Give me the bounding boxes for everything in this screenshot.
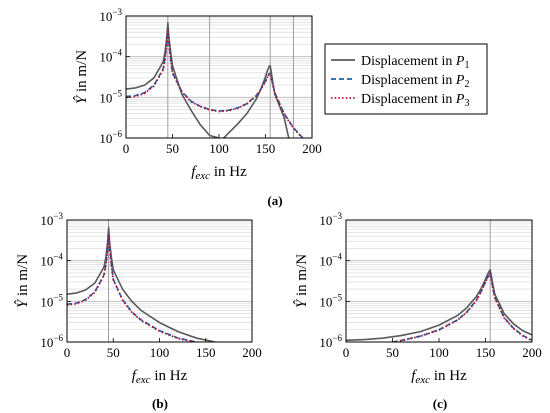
y-tick-label: 10−6: [319, 333, 342, 350]
series-line-p3: [392, 272, 532, 342]
y-tick-label: 10−5: [40, 292, 63, 309]
x-tick-label: 0: [343, 345, 350, 360]
y-tick-label: 10−4: [40, 252, 63, 269]
series-group-a: [126, 22, 304, 138]
y-tick-label: 10−3: [99, 7, 122, 24]
caption-a: (a): [267, 193, 282, 208]
series-group-c: [346, 268, 532, 342]
legend: Displacement in P1 Displacement in P2 Di…: [324, 43, 488, 115]
y-tick-label: 10−3: [319, 211, 342, 228]
x-tick-label: 150: [196, 345, 216, 360]
grid-c: [346, 219, 532, 343]
x-tick-label: 150: [256, 141, 276, 156]
x-axis-label: fexc in Hz: [191, 164, 247, 182]
x-tick-label: 100: [150, 345, 170, 360]
panel-a: 0 50 100 150 200 10−6 10−5 10−4 10−3 fexc in Hz Ŷ …: [73, 7, 322, 182]
x-tick-label: 150: [476, 345, 496, 360]
y-tick-label: 10−6: [99, 129, 122, 146]
panel-b: 0 50 100 150 200 10−6 10−5 10−4 10−3 fexc in Hz Ŷ …: [14, 211, 262, 386]
y-tick-label: 10−3: [40, 211, 63, 228]
series-group-b: [67, 226, 224, 342]
x-tick-label: 50: [166, 141, 179, 156]
y-tick-label: 10−4: [319, 252, 342, 269]
y-tick-label: 10−5: [319, 292, 342, 309]
y-tick-label: 10−6: [40, 333, 63, 350]
y-tick-label: 10−5: [99, 88, 122, 105]
x-tick-label: 200: [242, 345, 262, 360]
grid-b: [67, 219, 252, 343]
x-tick-label: 50: [107, 345, 120, 360]
legend-label-p3: Displacement in P3: [361, 92, 469, 109]
y-tick-label: 10−4: [99, 48, 122, 65]
legend-label-p2: Displacement in P2: [361, 73, 469, 90]
series-line-p1: [126, 22, 290, 138]
series-line-p2: [126, 27, 304, 138]
x-tick-label: 200: [522, 345, 542, 360]
series-line-p3: [126, 27, 304, 138]
series-line-p1: [67, 226, 224, 342]
caption-c: (c): [433, 396, 447, 411]
legend-label-p1: Displacement in P1: [361, 54, 469, 71]
series-line-p1: [346, 268, 532, 342]
y-axis-label: Ŷ in m/N: [73, 50, 90, 104]
x-axis-label: fexc in Hz: [411, 368, 467, 386]
x-axis-label: fexc in Hz: [132, 368, 188, 386]
x-tick-label: 100: [209, 141, 229, 156]
plot-frame: [345, 219, 533, 343]
y-axis-label: Ŷ in m/N: [293, 254, 310, 308]
plot-frame: [66, 219, 253, 343]
x-tick-label: 200: [302, 141, 322, 156]
x-tick-label: 0: [64, 345, 71, 360]
x-tick-label: 100: [429, 345, 449, 360]
y-axis-label: Ŷ in m/N: [14, 254, 31, 308]
caption-b: (b): [152, 396, 168, 411]
x-tick-label: 50: [386, 345, 399, 360]
series-line-p3: [67, 233, 202, 342]
panel-c: 0 50 100 150 200 10−6 10−5 10−4 10−3 fexc in Hz Ŷ …: [293, 211, 542, 386]
x-tick-label: 0: [123, 141, 130, 156]
